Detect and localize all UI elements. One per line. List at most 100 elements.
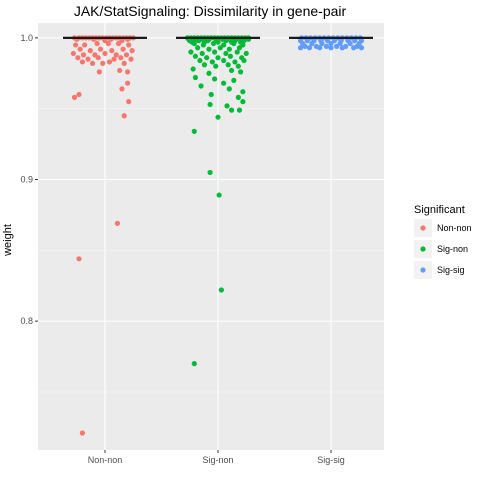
data-point — [79, 59, 85, 65]
y-tick-label: 1.0 — [20, 33, 33, 43]
data-point — [236, 45, 243, 51]
data-point — [201, 62, 208, 68]
plot-panel — [38, 23, 384, 450]
data-point — [192, 53, 198, 59]
data-point — [85, 56, 91, 62]
data-point — [87, 48, 93, 54]
data-point — [118, 55, 124, 61]
data-point — [232, 59, 238, 65]
data-point — [235, 94, 241, 100]
marks — [63, 35, 373, 436]
legend-swatch — [420, 246, 426, 252]
data-point — [302, 43, 308, 49]
data-point — [347, 40, 353, 47]
data-point — [240, 89, 246, 95]
data-point — [109, 48, 115, 54]
data-point — [89, 60, 96, 66]
data-point — [97, 46, 104, 52]
data-point — [240, 99, 246, 105]
data-point — [126, 42, 132, 48]
data-point — [80, 52, 87, 58]
data-point — [75, 55, 81, 61]
data-point — [218, 287, 224, 293]
data-point — [207, 169, 213, 176]
data-point — [215, 114, 221, 120]
data-point — [228, 107, 235, 113]
data-point — [221, 57, 227, 64]
data-point — [323, 43, 330, 49]
data-point — [105, 40, 111, 47]
data-point — [226, 86, 232, 92]
data-point — [125, 69, 131, 75]
data-point — [121, 113, 127, 119]
data-point — [120, 46, 126, 52]
y-tick-label: 0.9 — [20, 174, 33, 184]
data-point — [221, 80, 227, 86]
data-point — [191, 361, 197, 367]
data-point — [215, 39, 221, 45]
data-point — [212, 49, 218, 55]
data-point — [217, 45, 223, 51]
data-point — [234, 49, 240, 55]
data-point — [123, 52, 130, 58]
data-point — [243, 50, 249, 57]
data-point — [111, 56, 117, 62]
data-point — [71, 94, 78, 100]
y-axis-label: weight — [2, 224, 14, 257]
data-point — [236, 107, 243, 113]
data-point — [77, 46, 83, 52]
legend-swatch — [420, 267, 426, 273]
data-point — [198, 83, 204, 89]
data-point — [224, 103, 230, 109]
data-point — [206, 70, 212, 76]
data-point — [115, 40, 122, 47]
data-point — [212, 76, 218, 82]
data-point — [206, 46, 212, 52]
data-point — [339, 45, 345, 51]
data-point — [207, 101, 213, 108]
data-point — [119, 86, 125, 92]
data-point — [200, 42, 206, 48]
data-point — [241, 57, 247, 64]
data-point — [114, 220, 121, 226]
data-point — [334, 43, 340, 49]
data-point — [235, 63, 241, 69]
data-point — [191, 128, 197, 134]
x-tick-label: Sig-non — [202, 455, 233, 465]
data-point — [117, 67, 123, 74]
data-point — [210, 40, 217, 47]
data-point — [216, 192, 222, 198]
data-point — [96, 69, 102, 75]
data-point — [191, 40, 197, 47]
data-point — [102, 50, 108, 57]
data-point — [126, 99, 132, 105]
data-point — [79, 430, 85, 436]
data-point — [190, 66, 196, 72]
data-point — [352, 38, 358, 44]
legend-label: Non-non — [437, 223, 472, 233]
data-point — [192, 74, 198, 81]
legend-swatch — [420, 225, 426, 231]
data-point — [188, 49, 194, 55]
data-point — [204, 55, 210, 61]
data-point — [129, 48, 135, 54]
data-point — [304, 38, 310, 44]
data-point — [125, 80, 131, 86]
data-point — [121, 60, 127, 66]
data-point — [128, 56, 134, 62]
data-point — [209, 59, 215, 65]
ticks: 0.8 0.9 1.0 Non-non Sig-non Sig-sig — [20, 33, 344, 465]
data-point — [228, 67, 235, 74]
legend-label: Sig-non — [437, 244, 468, 254]
data-point — [297, 45, 304, 51]
data-point — [238, 69, 244, 75]
data-point — [195, 45, 201, 51]
data-point — [215, 55, 221, 61]
data-point — [225, 62, 231, 68]
data-point — [317, 45, 323, 51]
legend-title: Significant — [414, 204, 465, 216]
data-point — [113, 52, 119, 58]
data-point — [309, 40, 315, 47]
data-point — [231, 77, 237, 83]
